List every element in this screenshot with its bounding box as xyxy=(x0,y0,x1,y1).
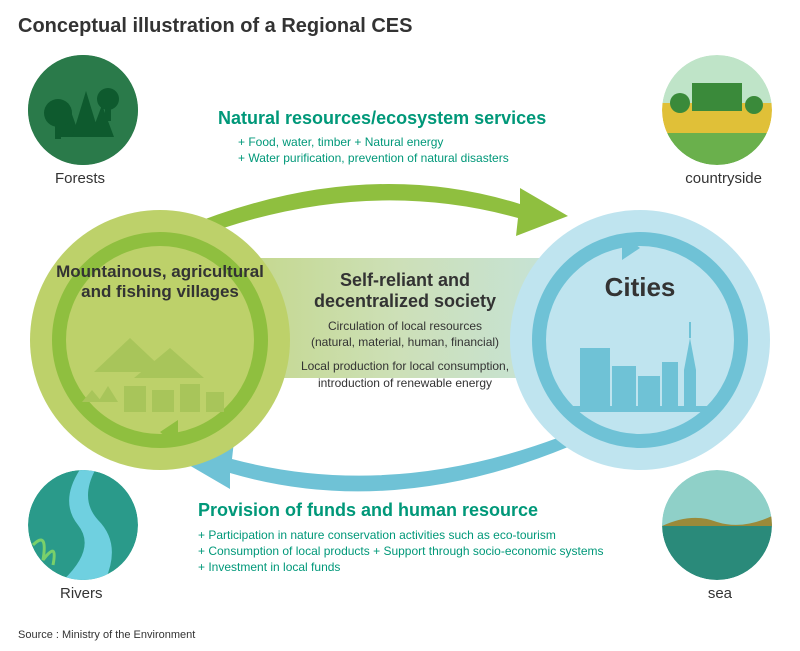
center-title: Self-reliant and decentralized society xyxy=(300,270,510,312)
center-title-l2: decentralized society xyxy=(314,291,496,311)
sea-badge xyxy=(662,470,772,580)
top-flow-body: + Food, water, timber + Natural energy +… xyxy=(238,134,509,166)
forests-badge xyxy=(28,55,138,165)
center-body: Circulation of local resources (natural,… xyxy=(296,318,514,391)
rivers-label: Rivers xyxy=(60,585,103,602)
bottom-flow-body: + Participation in nature conservation a… xyxy=(198,527,604,576)
village-icon xyxy=(74,330,246,420)
sea-label: sea xyxy=(708,585,732,602)
top-flow-line2: + Water purification, prevention of natu… xyxy=(238,150,509,166)
countryside-badge xyxy=(662,55,772,165)
forests-label: Forests xyxy=(55,170,105,187)
bottom-flow-line3: + Investment in local funds xyxy=(198,559,604,575)
countryside-label: countryside xyxy=(685,170,762,187)
center-body-l3: Local production for local consumption, xyxy=(296,358,514,374)
villages-title: Mountainous, agricultural and fishing vi… xyxy=(30,262,290,302)
bottom-flow-line1: + Participation in nature conservation a… xyxy=(198,527,604,543)
city-icon xyxy=(566,318,714,418)
rivers-badge xyxy=(28,470,138,580)
villages-circle: Mountainous, agricultural and fishing vi… xyxy=(30,210,290,470)
page-title: Conceptual illustration of a Regional CE… xyxy=(18,15,412,38)
center-body-l2: (natural, material, human, financial) xyxy=(296,334,514,350)
center-title-l1: Self-reliant and xyxy=(340,270,470,290)
source-line: Source : Ministry of the Environment xyxy=(18,629,195,641)
cities-title: Cities xyxy=(510,272,770,303)
cities-circle: Cities xyxy=(510,210,770,470)
bottom-flow-heading: Provision of funds and human resource xyxy=(198,500,538,521)
bottom-flow-line2: + Consumption of local products + Suppor… xyxy=(198,543,604,559)
center-body-l4: introduction of renewable energy xyxy=(296,375,514,391)
top-flow-line1: + Food, water, timber + Natural energy xyxy=(238,134,509,150)
center-body-l1: Circulation of local resources xyxy=(296,318,514,334)
top-flow-heading: Natural resources/ecosystem services xyxy=(218,108,546,129)
